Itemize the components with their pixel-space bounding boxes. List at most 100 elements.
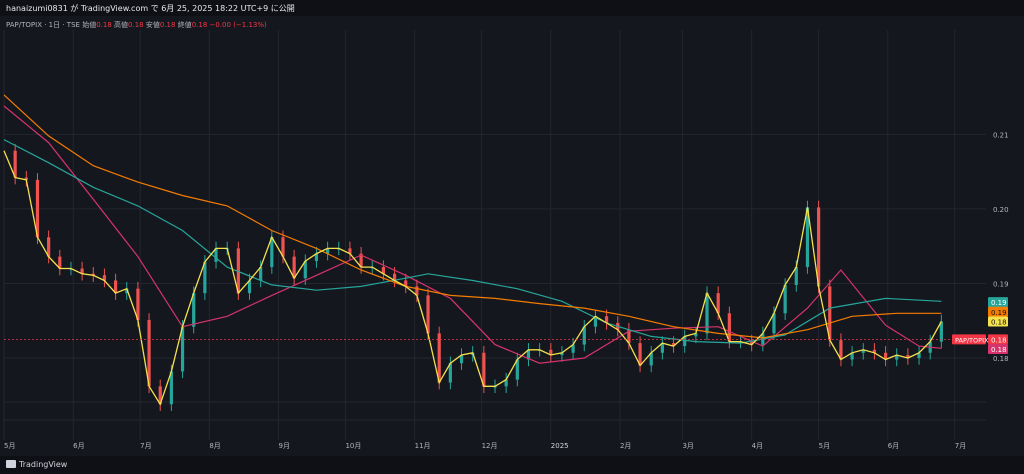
publish-line: hanaizumi0831 が TradingView.com で 6月 25,… [6, 4, 295, 13]
candle-body [47, 237, 51, 257]
tradingview-logo[interactable]: TradingView [6, 460, 67, 469]
candle-body [192, 293, 196, 327]
x-tick-label: 9月 [279, 442, 290, 450]
candle-body [381, 267, 386, 274]
y-tick-label: 0.19 [993, 280, 1009, 288]
candle-body [270, 237, 274, 268]
x-tick-label: 6月 [888, 442, 899, 450]
candle-body [705, 293, 709, 334]
candle-body [348, 248, 352, 254]
legend-high-value: 0.18 [128, 21, 144, 29]
candle-body [180, 326, 185, 372]
candle-body [694, 333, 698, 337]
candle-body [35, 179, 40, 238]
candle-body [326, 248, 330, 254]
x-tick-label: 7月 [140, 442, 151, 450]
candle-body [627, 329, 631, 344]
price-tag-label: 0.18 [991, 318, 1007, 326]
candle-body [392, 273, 397, 281]
x-tick-label: 5月 [4, 442, 15, 450]
candle-body [604, 316, 609, 323]
candle-body [895, 355, 899, 360]
candle-body [292, 256, 296, 279]
candle-body [404, 280, 408, 287]
legend-change: −0.00 (−1.13%) [209, 21, 267, 29]
candle-body [281, 237, 285, 257]
candle-body [214, 248, 218, 262]
candle-body [716, 293, 720, 314]
x-tick-label: 10月 [345, 442, 361, 450]
candle-body [113, 280, 118, 294]
candle-body [125, 288, 129, 294]
legend-low-label: 安値 [145, 21, 160, 29]
candle-body [872, 349, 877, 353]
candle-body [80, 268, 84, 274]
candle-body [203, 261, 207, 294]
candle-body [638, 343, 642, 366]
candle-body [560, 352, 564, 356]
candle-body [883, 352, 888, 360]
x-tick-label: 4月 [752, 442, 763, 450]
x-tick-label: 3月 [682, 442, 693, 450]
candle-body [136, 288, 140, 320]
y-tick-label: 0.21 [993, 131, 1009, 139]
legend-close-label: 終値 [177, 21, 192, 29]
legend-low-value: 0.18 [159, 21, 176, 29]
moving-averages [3, 94, 942, 406]
x-tick-label: 11月 [415, 442, 431, 450]
candle-body [649, 352, 653, 366]
candle-body [850, 352, 854, 360]
candle-body [783, 284, 787, 314]
candle-body [939, 321, 943, 342]
candle-body [303, 261, 307, 279]
candle-body [91, 273, 95, 276]
candle-body [750, 341, 754, 345]
symbol-tag [952, 334, 986, 345]
candle-body [772, 313, 776, 334]
candle-body [526, 349, 531, 360]
legend-high-label: 高値 [114, 21, 129, 29]
candle-body [593, 316, 598, 327]
y-tick-label: 0.18 [993, 355, 1009, 363]
candle-body [448, 363, 452, 383]
candle-body [169, 371, 173, 405]
footer-brand: TradingView [19, 460, 68, 469]
price-tag [988, 297, 1008, 308]
candle-body [794, 267, 798, 285]
candle-body [24, 177, 28, 180]
candle-body [415, 286, 419, 296]
candle-body [147, 319, 151, 387]
candle-body [459, 355, 464, 364]
candle-body [671, 343, 676, 347]
candle-body [247, 280, 252, 294]
candle-body [58, 256, 62, 269]
x-tick-label: 5月 [819, 442, 830, 450]
candle-body [571, 344, 575, 353]
legend-symbol: PAP/TOPIX · 1日 · TSE [6, 21, 80, 29]
candle-body [236, 248, 240, 294]
publish-bar: hanaizumi0831 が TradingView.com で 6月 25,… [0, 0, 1024, 16]
candle-body [102, 275, 107, 281]
x-tick-label: 2月 [620, 442, 631, 450]
x-tick-label: 2025 [551, 442, 569, 450]
legend-open-label: 始値 [82, 21, 97, 29]
candle-body [917, 352, 921, 358]
price-tag [988, 316, 1008, 327]
moving-average-line-2 [3, 94, 942, 339]
price-tag [988, 344, 1008, 355]
price-tag [988, 334, 1008, 345]
candle-body [426, 295, 430, 334]
candle-body [805, 207, 810, 268]
price-tag [988, 306, 1008, 317]
moving-average-line-0 [3, 105, 942, 364]
legend: PAP/TOPIX · 1日 · TSE 始値0.18 高値0.18 安値0.1… [6, 20, 267, 30]
moving-average-line-1 [3, 139, 942, 344]
legend-close-value: 0.18 [191, 21, 208, 29]
x-tick-label: 12月 [482, 442, 498, 450]
price-axis: 0.210.200.190.18 [993, 131, 1009, 363]
candle-body [861, 349, 865, 353]
symbol-tag-label: PAP/TOPIX [955, 336, 989, 344]
price-tag-label: 0.18 [991, 346, 1007, 354]
candle-body [437, 333, 441, 383]
